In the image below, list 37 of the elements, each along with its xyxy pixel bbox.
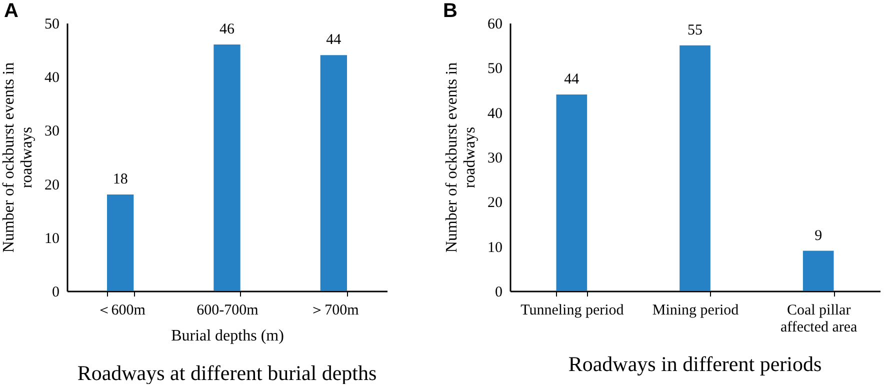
y-tick-label: 10: [488, 240, 502, 256]
y-tick-label: 20: [44, 177, 60, 194]
text: B: [443, 0, 458, 23]
bar: [680, 45, 710, 291]
y-tick-label: 30: [488, 150, 502, 166]
x-tick-label: ＞700m: [310, 302, 360, 318]
data-label: 46: [220, 21, 235, 38]
bar: [107, 194, 134, 291]
x-tick-label: Coal pillar affected area: [780, 302, 858, 336]
y-tick-label: 20: [488, 195, 502, 212]
y-tick-label: 0: [495, 284, 502, 300]
x-tick-label: ＜600m: [96, 302, 146, 318]
data-label: 9: [814, 228, 822, 244]
y-tick-label: 0: [52, 284, 60, 300]
text: Roadways in different periods: [568, 352, 822, 376]
x-tick-label: 600-700m: [196, 302, 259, 318]
y-axis-title: Number of ockburst events in roadways: [0, 62, 36, 253]
x-tick-label: Mining period: [652, 302, 740, 318]
y-axis-title: Number of ockburst events in roadways: [444, 62, 478, 253]
data-label: 55: [688, 22, 702, 38]
y-tick-label: 10: [44, 230, 60, 247]
bar: [802, 250, 834, 291]
y-tick-label: 50: [44, 16, 60, 32]
y-tick-label: 50: [488, 61, 502, 78]
y-tick-label: 30: [44, 124, 60, 140]
data-label: 44: [564, 71, 580, 88]
x-axis-title: Burial depths (m): [171, 328, 284, 344]
data-label: 44: [326, 32, 342, 48]
data-label: 18: [112, 172, 128, 188]
y-tick-label: 60: [488, 16, 502, 32]
x-tick-label: Tunneling period: [520, 302, 624, 318]
text: A: [4, 0, 18, 23]
y-tick-label: 40: [488, 106, 502, 122]
bar: [214, 44, 240, 291]
bar: [320, 55, 347, 291]
y-tick-label: 40: [44, 70, 60, 86]
bar: [556, 94, 588, 291]
